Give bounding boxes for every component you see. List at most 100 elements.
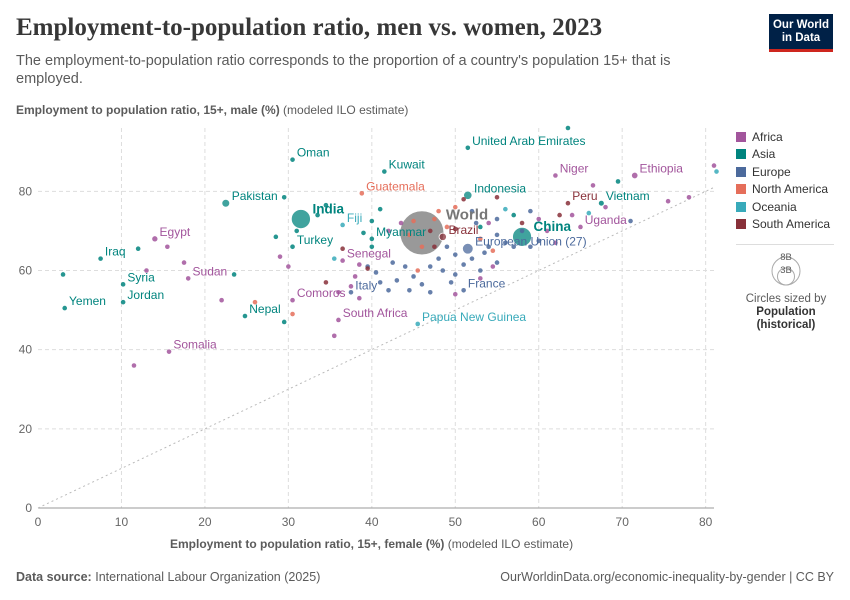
legend-item-north-america[interactable]: North America [736, 181, 840, 199]
data-point [436, 256, 441, 261]
x-axis-label: Employment to population ratio, 15+, fem… [170, 537, 573, 551]
data-point [315, 212, 320, 218]
data-point [131, 363, 137, 368]
data-point [277, 254, 283, 259]
legend-swatch [736, 166, 746, 177]
x-tick-label: 0 [35, 515, 42, 529]
data-source-label: Data source: [16, 570, 92, 584]
point-label: Pakistan [232, 189, 278, 203]
data-point [290, 311, 295, 317]
data-point [569, 212, 575, 218]
point-label: Ethiopia [640, 162, 684, 176]
data-point [348, 284, 354, 289]
data-point [452, 204, 458, 210]
data-point [686, 194, 692, 200]
x-tick-label: 50 [449, 515, 463, 529]
data-point [557, 212, 562, 218]
data-point [402, 264, 408, 269]
x-tick-label: 80 [699, 515, 713, 529]
data-point [461, 196, 466, 202]
data-point [165, 244, 170, 250]
data-point [290, 297, 295, 303]
legend-item-oceania[interactable]: Oceania [736, 198, 840, 216]
chart-subtitle: The employment-to-population ratio corre… [16, 53, 671, 87]
point-label: India [312, 201, 344, 216]
legend-item-europe[interactable]: Europe [736, 163, 840, 181]
data-point [473, 220, 479, 226]
data-point [415, 268, 421, 273]
owid-logo[interactable]: Our World in Data [769, 14, 833, 52]
data-point [452, 272, 458, 277]
point-label: Peru [572, 189, 597, 203]
y-tick-label: 40 [19, 343, 33, 357]
x-tick-label: 30 [282, 515, 296, 529]
data-point [461, 287, 466, 293]
data-point [427, 264, 433, 269]
size-key-caption-line2: Population [756, 306, 816, 318]
data-point [478, 268, 483, 273]
data-point [490, 248, 496, 254]
size-key: 8B 3B [771, 252, 801, 286]
data-point [598, 200, 604, 206]
x-tick-label: 20 [198, 515, 212, 529]
data-point [452, 291, 458, 297]
legend-divider [736, 244, 834, 245]
data-point [390, 260, 395, 265]
data-point [494, 260, 500, 265]
legend-item-africa[interactable]: Africa [736, 128, 840, 146]
data-point [462, 242, 474, 255]
data-point [286, 264, 291, 269]
data-point [444, 244, 450, 250]
data-point [553, 173, 558, 178]
data-point [478, 236, 483, 242]
data-point [252, 299, 258, 305]
data-point [452, 226, 458, 232]
size-key-small-label: 3B [780, 265, 792, 276]
legend-item-south-america[interactable]: South America [736, 216, 840, 234]
data-point [323, 202, 329, 208]
data-point [365, 266, 370, 271]
data-point [511, 212, 517, 218]
data-point [615, 179, 621, 184]
legend-label: Africa [752, 129, 783, 144]
y-axis-label-note: (modeled ILO estimate) [283, 103, 409, 117]
x-tick-label: 10 [115, 515, 129, 529]
data-point [519, 220, 525, 226]
data-point [544, 228, 550, 234]
point-label: Guatemala [366, 179, 425, 193]
point-label: Oman [297, 146, 330, 160]
point-label: Nepal [249, 302, 280, 316]
point-label: China [534, 219, 572, 234]
logo-line-1: Our World [772, 19, 829, 31]
data-point [331, 256, 337, 261]
data-point [281, 194, 287, 200]
y-axis-label-main: Employment to population ratio, 15+, mal… [16, 103, 280, 117]
legend-label: South America [752, 217, 831, 232]
legend-item-asia[interactable]: Asia [736, 146, 840, 164]
data-point [340, 246, 345, 252]
data-point [394, 278, 400, 283]
data-point [586, 210, 592, 216]
point-label: Italy [355, 278, 377, 292]
data-point [461, 262, 466, 267]
data-point [407, 232, 412, 238]
logo-line-2: in Data [781, 32, 821, 44]
data-point [185, 276, 191, 281]
data-point [290, 209, 311, 230]
data-point [519, 228, 525, 234]
x-axis-label-note: (modeled ILO estimate) [447, 537, 574, 551]
legend-swatch [736, 149, 746, 160]
point-label: Senegal [347, 247, 391, 261]
data-point [536, 238, 542, 244]
data-point [486, 220, 491, 226]
point-label: South Africa [343, 306, 408, 320]
data-point [478, 224, 483, 230]
legend-swatch [736, 131, 746, 142]
data-source-text[interactable]: International Labour Organization (2025) [95, 570, 321, 584]
data-point [281, 319, 287, 325]
source-url[interactable]: OurWorldinData.org/economic-inequality-b… [500, 570, 834, 584]
data-point [553, 240, 558, 246]
data-point [98, 256, 103, 261]
data-point [357, 295, 362, 301]
size-key-caption-line1: Circles sized by [745, 293, 827, 305]
